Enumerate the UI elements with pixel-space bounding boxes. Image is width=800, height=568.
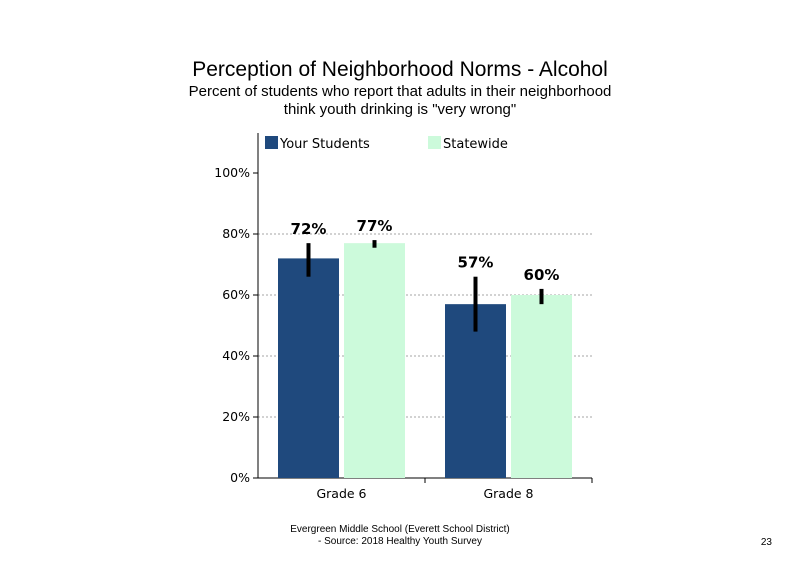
footer-source: Evergreen Middle School (Everett School … — [0, 524, 800, 548]
legend-label: Your Students — [279, 137, 370, 152]
bar-statewide-grade-8 — [511, 295, 572, 478]
x-category-label: Grade 6 — [316, 486, 366, 501]
data-label: 77% — [357, 217, 393, 235]
chart-subtitle: Percent of students who report that adul… — [0, 83, 800, 119]
data-label: 60% — [524, 266, 560, 284]
subtitle-line-1: Percent of students who report that adul… — [188, 83, 612, 100]
y-tick-label: 0% — [230, 470, 250, 485]
data-label: 72% — [291, 220, 327, 238]
page-number: 23 — [760, 537, 772, 548]
data-label: 57% — [458, 254, 494, 272]
bar-your-students-grade-8 — [445, 304, 506, 478]
y-tick-label: 40% — [222, 348, 250, 363]
error-bars — [306, 240, 544, 332]
legend-swatch-your-students — [265, 136, 278, 149]
y-tick-label: 60% — [222, 287, 250, 302]
chart-title: Perception of Neighborhood Norms - Alcoh… — [192, 58, 608, 81]
footer-source-line: - Source: 2018 Healthy Youth Survey — [318, 536, 482, 547]
legend: Your Students Statewide — [265, 136, 508, 152]
bar-statewide-grade-6 — [344, 243, 405, 478]
bar-your-students-grade-6 — [278, 258, 339, 478]
y-tick-label: 100% — [214, 165, 250, 180]
subtitle-line-2: think youth drinking is "very wrong" — [283, 101, 517, 118]
footer-school: Evergreen Middle School (Everett School … — [290, 524, 510, 535]
legend-swatch-statewide — [428, 136, 441, 149]
legend-label: Statewide — [443, 137, 508, 152]
y-tick-label: 80% — [222, 226, 250, 241]
data-labels: 72% 77% 57% 60% — [291, 217, 560, 284]
y-tick-label: 20% — [222, 409, 250, 424]
bars — [278, 243, 572, 478]
x-category-label: Grade 8 — [483, 486, 533, 501]
